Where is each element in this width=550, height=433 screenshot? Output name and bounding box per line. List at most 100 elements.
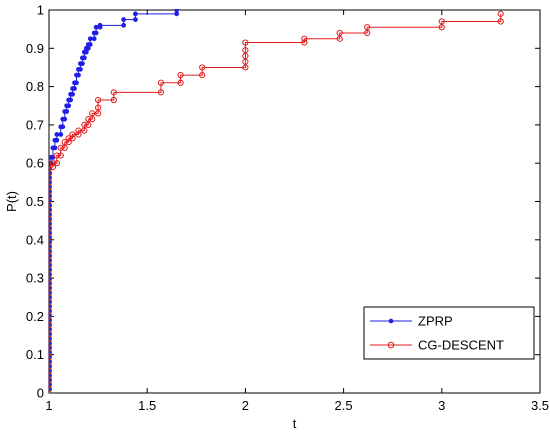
data-point [49,183,53,191]
data-point [110,89,117,96]
data-point [49,317,53,324]
x-tick-label: 2 [242,398,249,413]
data-point [49,330,53,338]
data-point [49,358,53,365]
y-tick-label: 0 [37,386,44,401]
data-point [65,135,72,142]
data-point [91,36,97,42]
data-point [242,47,249,54]
x-axis-label: t [293,416,297,431]
data-point [242,52,249,60]
data-point [87,36,93,42]
data-point [89,116,96,123]
data-point [49,372,53,379]
data-point [81,121,88,129]
data-point [133,11,138,17]
data-point [438,24,445,31]
data-point [242,39,249,46]
data-point [49,165,53,172]
data-point [242,64,249,71]
data-point [53,152,60,159]
data-point [66,103,72,109]
y-tick-label: 0.1 [26,347,44,362]
data-point [49,163,57,171]
data-point [97,22,103,28]
x-tick-label: 2.5 [335,398,353,413]
data-point [69,135,76,142]
data-point [49,170,53,177]
legend-marker [388,318,394,324]
series-cg-descent [49,10,504,393]
data-point [74,80,79,86]
data-point [93,30,99,36]
data-point [60,124,66,130]
data-point [49,261,53,269]
data-point [49,243,53,250]
data-point [57,144,64,151]
data-point [336,35,343,42]
data-point [49,197,53,204]
data-point [49,271,53,278]
data-point [438,18,445,25]
data-point [49,206,53,214]
data-point [61,139,68,146]
data-point [76,72,81,78]
x-tick-label: 1 [45,398,52,413]
data-point [49,211,53,218]
data-point [242,58,249,65]
data-point [49,312,53,319]
legend-label: ZPRP [418,314,453,329]
data-point [79,61,85,67]
data-point [199,64,206,71]
data-point [49,266,53,273]
data-point [85,121,92,129]
data-point [121,22,127,28]
data-point [53,160,60,167]
data-point [49,202,53,209]
data-point [49,381,53,388]
data-point [49,376,53,384]
data-point [87,42,93,47]
data-point [85,116,92,123]
data-point [133,17,138,22]
data-point [65,139,72,146]
data-point [199,72,206,79]
y-tick-label: 0.3 [26,271,44,286]
data-point [49,216,53,223]
y-tick-label: 0.2 [26,309,44,324]
data-point [336,29,343,37]
data-point [70,91,75,97]
data-point [121,17,127,22]
data-point [52,145,58,151]
data-point [49,340,53,347]
data-point [62,116,68,122]
legend: ZPRP CG-DESCENT [363,306,535,360]
data-point [49,257,53,264]
data-point [95,104,102,111]
data-point [75,131,82,138]
y-tick-label: 0.9 [26,41,44,56]
data-point [49,174,53,181]
y-tick-label: 0.5 [26,194,44,209]
data-point [58,132,64,137]
data-point [49,367,53,374]
data-point [49,303,53,310]
data-point [61,144,68,151]
data-point [49,321,53,328]
data-point [110,96,117,104]
data-point [68,97,74,103]
data-point [497,18,504,25]
data-point [301,39,308,46]
data-point [49,225,53,232]
data-point [69,131,76,138]
data-point [49,307,53,315]
x-tick-label: 3 [438,398,445,413]
data-point [49,220,53,227]
data-point [75,127,82,134]
data-point [174,9,180,13]
data-point [78,66,83,72]
data-point [49,294,53,301]
data-point [49,252,53,259]
data-point [57,152,64,159]
